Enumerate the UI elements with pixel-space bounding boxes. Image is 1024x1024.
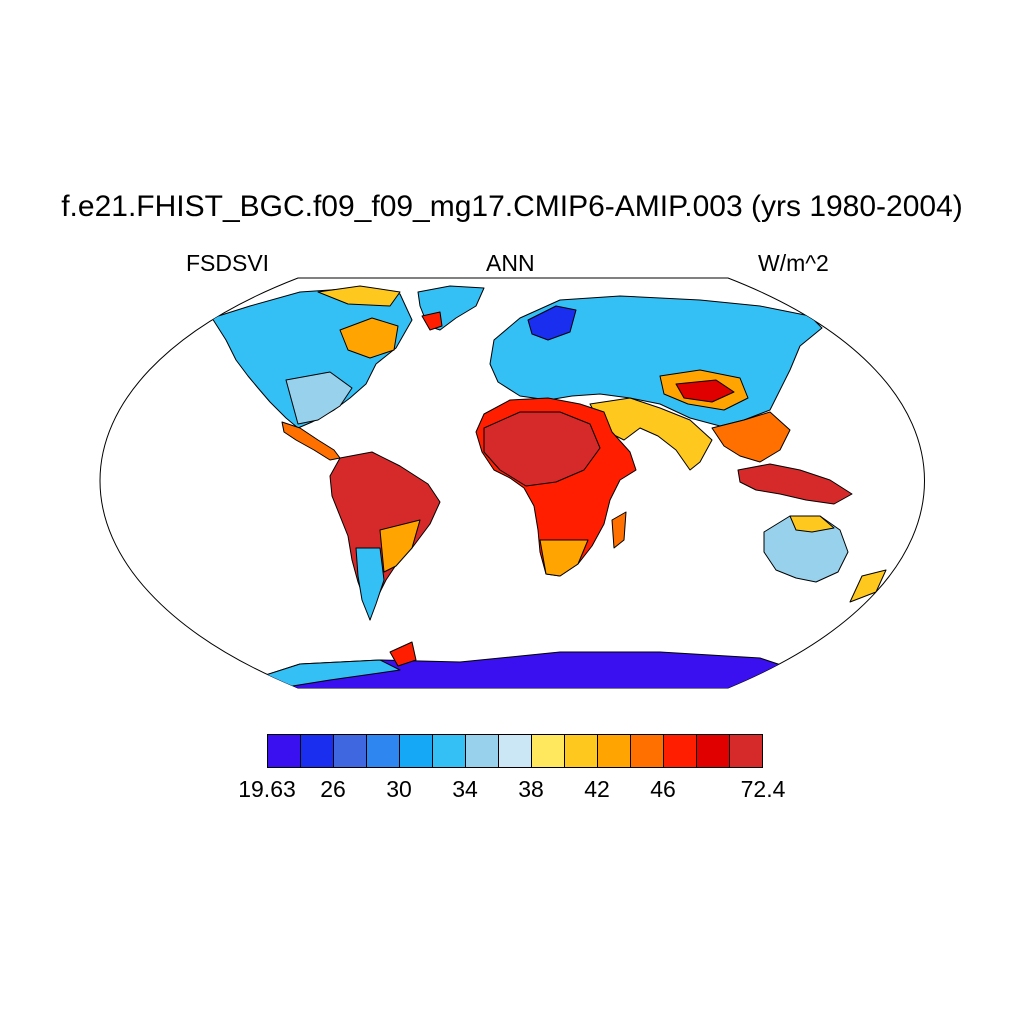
land-southeast-asia <box>711 411 791 463</box>
colorbar-box <box>663 734 697 768</box>
land-middle-east <box>589 397 713 471</box>
colorbar-box <box>597 734 631 768</box>
land-africa-south <box>539 539 589 577</box>
colorbar-box <box>465 734 499 768</box>
colorbar-box <box>531 734 565 768</box>
land-north-america-east <box>285 371 353 425</box>
land-greenland-south <box>421 311 443 331</box>
colorbar-box <box>630 734 664 768</box>
colorbar-box <box>366 734 400 768</box>
land-new-zealand <box>849 569 887 603</box>
land-hudson-area <box>339 317 399 359</box>
colorbar-box <box>432 734 466 768</box>
colorbar-label: 42 <box>584 776 610 802</box>
variable-label: FSDSVI <box>186 250 270 276</box>
units-label: W/m^2 <box>758 250 829 276</box>
land-indonesia <box>737 463 853 505</box>
land-antarctic-peninsula <box>389 641 417 667</box>
colorbar-box <box>267 734 301 768</box>
land-patagonia <box>355 547 385 621</box>
colorbar-box <box>498 734 532 768</box>
land-tibet-core <box>675 379 735 403</box>
colorbar-box <box>729 734 763 768</box>
season-label: ANN <box>486 250 535 276</box>
land-australia-north <box>789 515 835 533</box>
colorbar-box <box>333 734 367 768</box>
colorbar-label: 34 <box>452 776 478 802</box>
land-scandinavia <box>527 305 577 341</box>
colorbar-box <box>696 734 730 768</box>
land-madagascar <box>611 511 627 549</box>
colorbar-box <box>399 734 433 768</box>
land-arctic-islands <box>317 285 401 307</box>
colorbar-label: 38 <box>518 776 544 802</box>
colorbar-box <box>300 734 334 768</box>
colorbar-label: 19.63 <box>238 776 296 802</box>
land-antarctica-edge <box>249 659 401 688</box>
land-sahara <box>483 411 601 487</box>
colorbar <box>267 734 763 768</box>
colorbar-label: 30 <box>386 776 412 802</box>
land-south-america-south <box>379 519 421 573</box>
colorbar-label: 72.4 <box>740 776 786 802</box>
figure-title: f.e21.FHIST_BGC.f09_f09_mg17.CMIP6-AMIP.… <box>61 190 963 223</box>
colorbar-box <box>564 734 598 768</box>
colorbar-label: 26 <box>320 776 346 802</box>
colorbar-label: 46 <box>650 776 676 802</box>
land-central-america <box>281 421 341 461</box>
